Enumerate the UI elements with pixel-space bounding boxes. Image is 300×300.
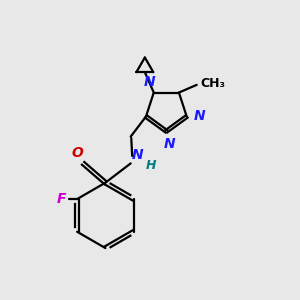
Text: F: F	[56, 192, 66, 206]
Text: N: N	[193, 110, 205, 124]
Text: N: N	[143, 75, 155, 89]
Text: H: H	[146, 159, 157, 172]
Text: N: N	[132, 148, 144, 162]
Text: O: O	[72, 146, 84, 160]
Text: CH₃: CH₃	[200, 76, 225, 90]
Text: N: N	[164, 137, 175, 151]
